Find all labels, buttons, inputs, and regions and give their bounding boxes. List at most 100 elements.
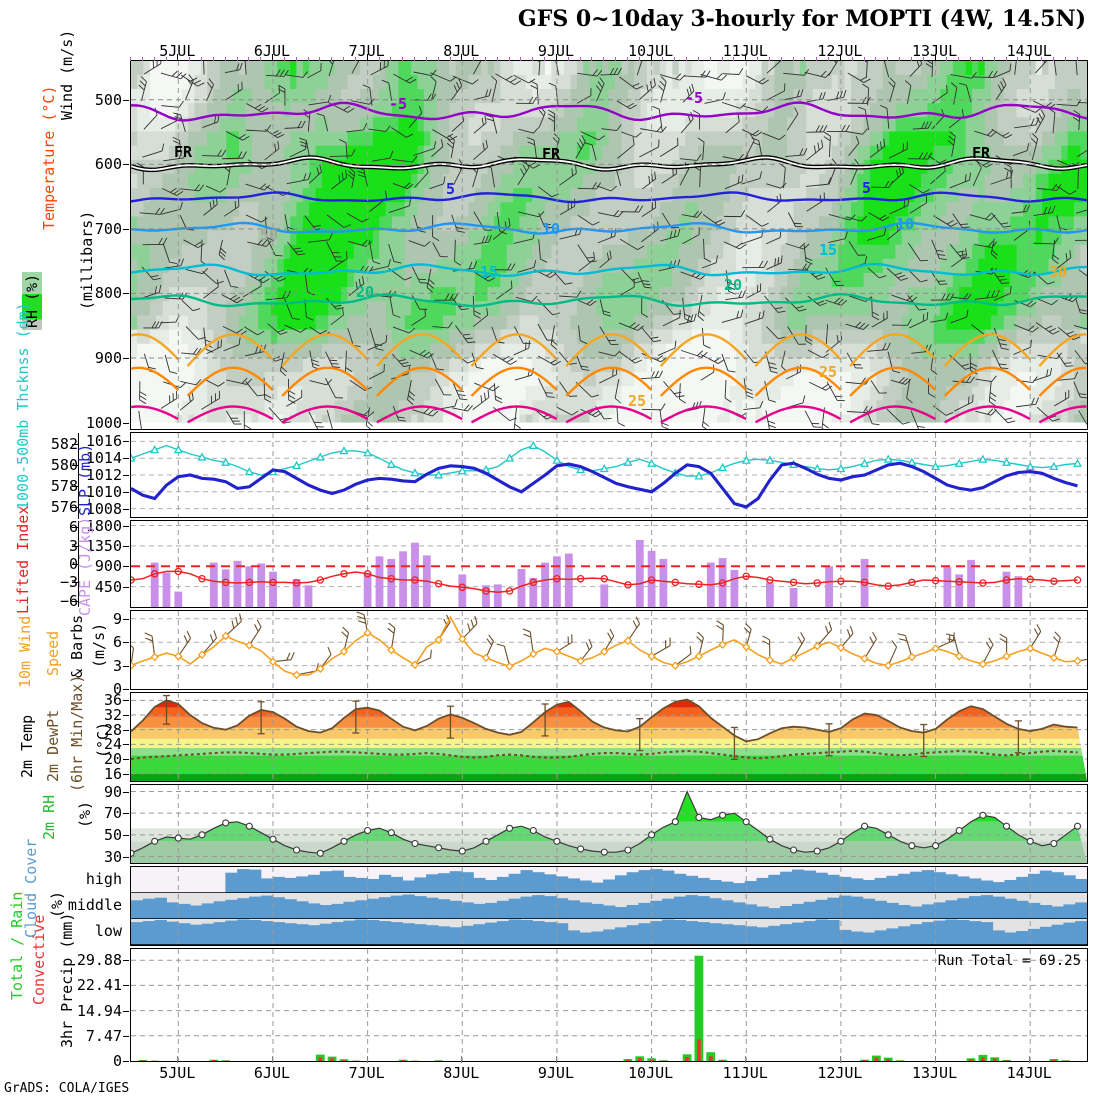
- slp-line: [131, 461, 1078, 509]
- cloud-row-high: [225, 869, 1087, 893]
- hour-tick-mark: [757, 57, 759, 61]
- rh2m-label: 2m RH: [40, 794, 58, 840]
- date-tick-mark: [555, 1056, 557, 1063]
- pressure-tick-label: 500: [94, 90, 122, 109]
- cape-bar: [174, 591, 183, 607]
- date-tick-mark: [839, 1056, 841, 1063]
- date-tick-mark: [271, 1056, 273, 1063]
- hour-tick-mark: [295, 57, 297, 61]
- hour-tick-mark: [366, 54, 368, 61]
- rh2m-panel: [130, 784, 1088, 864]
- rh2m-plot: [131, 785, 1087, 863]
- wind10m-label-1: 10m Wind: [16, 615, 34, 688]
- hour-tick-mark: [816, 57, 818, 61]
- precip-tick-mark: [123, 1010, 129, 1012]
- temp-tick-label: 16: [103, 764, 122, 783]
- temp-tick-mark: [123, 700, 129, 702]
- cape-tick-mark: [123, 525, 129, 527]
- date-tick-mark: [650, 1056, 652, 1063]
- pressure-tick-mark: [123, 228, 129, 230]
- temp2m-panel: [130, 692, 1088, 782]
- hour-tick-mark: [946, 57, 948, 61]
- hour-tick-mark: [508, 57, 510, 61]
- dewpoint-curve: [131, 749, 1078, 761]
- hour-tick-mark: [828, 57, 830, 61]
- hour-tick-mark: [1064, 57, 1066, 61]
- wind-tick-label: 6: [112, 633, 122, 652]
- hour-tick-mark: [863, 57, 865, 61]
- temp-tick-mark: [123, 773, 129, 775]
- temp-tick-label: 32: [103, 706, 122, 724]
- rh-tick-mark: [123, 856, 129, 858]
- hour-tick-mark: [615, 57, 617, 61]
- pressure-tick-mark: [123, 422, 129, 424]
- hour-tick-mark: [567, 57, 569, 61]
- hour-tick-mark: [248, 57, 250, 61]
- date-label: 7JUL: [348, 1064, 385, 1082]
- hour-tick-mark: [212, 57, 214, 61]
- thickness-tick-mark: [72, 506, 78, 508]
- date-label: 11JUL: [722, 42, 768, 60]
- slp-thickness-panel: [130, 432, 1088, 518]
- precip-tick-label: 0: [112, 1052, 122, 1070]
- page-title: GFS 0~10day 3-hourly for MOPTI (4W, 14.5…: [517, 6, 1086, 32]
- wind-tick-label: 0: [112, 680, 122, 698]
- precip-convective-label: Convective: [30, 914, 48, 1005]
- cape-bar: [387, 559, 396, 607]
- wind-tick-mark: [123, 665, 129, 667]
- date-label: 5JUL: [159, 1064, 196, 1082]
- hour-tick-mark: [189, 57, 191, 61]
- surface-isotherms: [131, 333, 1087, 424]
- isotherms: [131, 101, 1087, 308]
- hour-tick-mark: [709, 57, 711, 61]
- hour-tick-mark: [260, 57, 262, 61]
- slp-tick-label: 1012: [85, 466, 122, 484]
- hour-tick-mark: [626, 57, 628, 61]
- pressure-tick-mark: [123, 357, 129, 359]
- hour-tick-mark: [461, 54, 463, 61]
- rh-tick-mark: [123, 834, 129, 836]
- precip-tick-label: 22.41: [76, 976, 122, 995]
- rh-tick-mark: [123, 813, 129, 815]
- date-label: 9JUL: [537, 42, 574, 60]
- temp2m-plot: [131, 693, 1087, 781]
- rh-tick-label: 90: [103, 782, 122, 801]
- hour-tick-mark: [970, 57, 971, 61]
- cape-bar: [221, 569, 230, 607]
- hour-tick-mark: [343, 57, 344, 61]
- cape-bar: [304, 585, 313, 607]
- temp2m-label-4: (°C): [94, 721, 112, 758]
- cape-bar: [541, 562, 549, 607]
- slp-tick-label: 1010: [85, 482, 122, 501]
- hour-tick-mark: [1052, 57, 1054, 61]
- wind-barbs: [136, 61, 1087, 429]
- credit-label: GrADS: COLA/IGES: [4, 1081, 130, 1096]
- upper-temp-label: Temperature (°C): [40, 85, 58, 231]
- hour-tick-mark: [1005, 57, 1007, 61]
- hour-tick-mark: [307, 57, 309, 61]
- lifted-index-tick-mark: [72, 600, 78, 602]
- hour-tick-mark: [485, 57, 486, 61]
- hour-tick-mark: [153, 57, 155, 61]
- hour-tick-mark: [993, 57, 995, 61]
- lifted-index-tick-mark: [72, 582, 78, 584]
- date-label: 5JUL: [159, 42, 196, 60]
- hour-tick-mark: [851, 57, 853, 61]
- cape-bar: [730, 569, 739, 607]
- hour-tick-mark: [922, 57, 924, 61]
- cape-bar: [955, 574, 964, 607]
- cape-bar: [233, 560, 242, 607]
- lifted-index-markers: [131, 567, 1082, 595]
- thickness-tick-label: 580: [50, 455, 78, 474]
- lifted-index-tick-mark: [72, 545, 78, 547]
- hour-tick-mark: [792, 57, 794, 61]
- lifted-index-line: [131, 570, 1078, 594]
- cape-bar: [150, 562, 159, 607]
- cape-tick-mark: [123, 586, 129, 588]
- hour-tick-mark: [910, 57, 912, 61]
- date-label: 8JUL: [443, 42, 480, 60]
- hour-tick-mark: [449, 57, 451, 61]
- date-label: 14JUL: [1006, 42, 1052, 60]
- date-label: 9JUL: [537, 1064, 574, 1082]
